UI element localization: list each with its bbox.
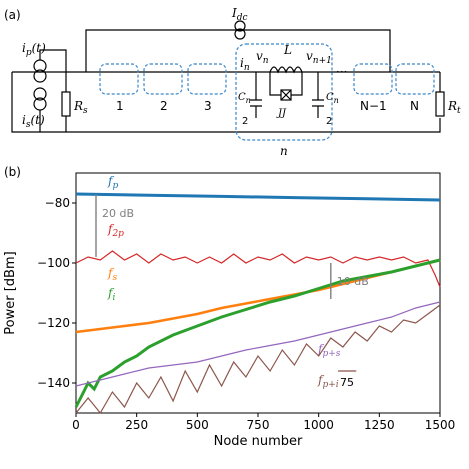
cell-box-n (235, 43, 333, 141)
y-axis-label: Power [dBm] (3, 251, 18, 334)
jj-label: JJ (276, 108, 287, 119)
x-tick-label-2: 500 (186, 418, 209, 432)
cell-label-2: 2 (160, 99, 168, 113)
series-line-p+i (75, 304, 441, 415)
power-chart: 0 250 500 750 1000 1250 1500 −80 −100 −120 −140 Nod… (3, 172, 456, 449)
in-label: in (240, 56, 250, 73)
panel-a-labels: (a) Idc ip(t) is(t) Rs Rt 1 2 3 N−1 N in… (4, 6, 461, 158)
dc-source-circle-2 (234, 28, 246, 40)
series-line-2p (75, 250, 441, 288)
cell-box-3 (187, 63, 227, 95)
series-line-p+s (75, 301, 441, 387)
series-label-2p: f2p (107, 222, 124, 239)
dc-source-circle-1 (234, 20, 246, 32)
y-tick-label-1: −100 (37, 256, 70, 270)
vn1-label: vn+1 (306, 49, 332, 66)
cell-box-1 (99, 63, 139, 95)
cn-left-label: Cn (238, 92, 251, 105)
series-label-p: fp (107, 174, 118, 191)
cn-right-label: Cn (326, 92, 339, 105)
x-tick-label-0: 0 (72, 418, 80, 432)
pump-source-circle-2 (33, 69, 47, 83)
x-tick-label-4: 1000 (303, 418, 334, 432)
source-wire-top (39, 49, 67, 72)
ground-line (11, 72, 441, 133)
annotation-20db: 20 dB (102, 207, 134, 220)
jj-wires (269, 72, 303, 101)
x-tick-label-3: 750 (247, 418, 270, 432)
inductor-L (269, 66, 303, 74)
x-tick-label-5: 1250 (364, 418, 395, 432)
ellipsis: ··· (336, 65, 347, 79)
resistor-rs (61, 91, 71, 117)
idc-label: Idc (231, 6, 248, 23)
series-label-p+i: fp+i (317, 373, 339, 390)
cell-box-n-minus-1 (353, 63, 393, 95)
x-tick-label-1: 250 (125, 418, 148, 432)
y-tick-label-0: −80 (45, 196, 70, 210)
panel-a-label: (a) (4, 8, 21, 22)
inductor-label: L (283, 43, 292, 57)
vn-label: vn (256, 49, 269, 66)
resistor-rt (435, 91, 445, 117)
annotation-10db: 10 dB (337, 275, 369, 288)
x-tick-label-6: 1500 (425, 418, 456, 432)
y-tick-label-3: −140 (37, 376, 70, 390)
is-label: is(t) (22, 113, 45, 130)
cell-label-N: N (410, 99, 419, 113)
cell-label-1: 1 (116, 99, 124, 113)
ip-label: ip(t) (22, 41, 46, 58)
capacitor-right (312, 72, 324, 118)
cell-box-N (395, 63, 435, 95)
rs-label: Rs (73, 99, 88, 116)
cn-right-den: 2 (326, 116, 332, 127)
cell-box-2 (143, 63, 183, 95)
signal-source-circle-1 (33, 87, 47, 101)
series-line-p (75, 192, 441, 202)
series-label-s: fs (107, 266, 117, 283)
series-line-s (75, 258, 441, 334)
circuit-schematic (11, 20, 445, 141)
rt-label: Rt (447, 99, 461, 116)
n-label: n (280, 144, 288, 158)
y-tick-label-2: −120 (37, 316, 70, 330)
capacitor-left (250, 72, 262, 118)
series-label-i: fi (107, 286, 115, 303)
annotation-75: 75 (340, 376, 354, 389)
panel-b-label: (b) (4, 165, 21, 179)
cell-label-3: 3 (204, 99, 212, 113)
series-label-p+s: fp+s (317, 342, 341, 359)
x-axis-label: Node number (214, 434, 303, 449)
cn-left-den: 2 (242, 116, 248, 127)
series-line-i (74, 258, 441, 408)
cell-label-n-minus-1: N−1 (360, 99, 387, 113)
